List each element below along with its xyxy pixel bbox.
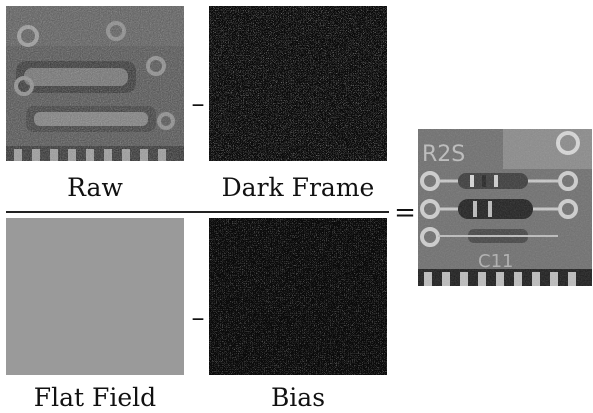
minus-operator-bottom: – — [191, 303, 205, 333]
bias-caption: Bias — [270, 383, 326, 412]
raw-image — [6, 6, 184, 161]
flat-field-image — [6, 218, 184, 375]
bias-image — [209, 218, 387, 375]
minus-operator-top: – — [191, 89, 205, 119]
fraction-divider — [6, 211, 389, 213]
dark-frame-image — [209, 6, 387, 161]
dark-frame-caption: Dark Frame — [221, 173, 375, 202]
flat-field-caption: Flat Field — [33, 383, 157, 412]
equals-operator: = — [394, 198, 416, 228]
calibrated-result-image: R2S C11 — [418, 129, 592, 286]
raw-caption: Raw — [67, 173, 123, 202]
